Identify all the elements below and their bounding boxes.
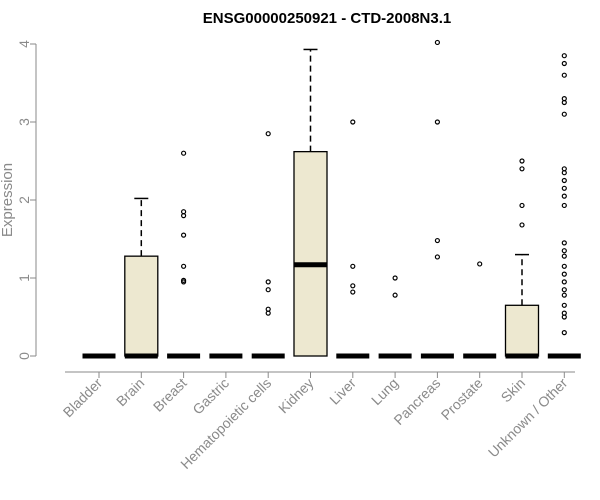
x-tick-label: Brain [113,375,147,409]
box-rect [293,150,328,357]
box-liver [336,119,370,359]
outlier-point [434,39,440,46]
box-unknown-other [547,53,581,359]
y-axis: 0 1 2 3 4 [16,40,37,360]
y-axis-label: Expression [0,163,16,237]
box-hematopoietic-cells [251,131,285,359]
outlier-point [181,150,187,156]
outlier-point [561,95,567,102]
outlier-point [350,283,356,289]
outlier-point [561,263,567,269]
y-tick-label: 1 [16,274,32,282]
y-tick-label: 4 [16,40,32,48]
x-tick-label: Bladder [60,375,106,421]
box-kidney [293,48,328,357]
outlier-point [561,302,567,308]
outlier-point [561,177,567,184]
box-rect [504,304,540,357]
outlier-point [181,277,187,283]
x-tick-label: Breast [150,375,190,415]
outlier-point [561,53,567,59]
outlier-point [561,248,567,254]
outlier-point [181,263,187,269]
box-breast [167,150,201,359]
box-lung [378,275,412,359]
boxes-group [82,39,581,359]
box-rect [124,255,159,357]
outlier-point [350,289,356,295]
x-tick-label: Kidney [275,375,317,417]
box-prostate [463,261,497,359]
outlier-point [477,261,483,267]
outlier-point [265,306,271,312]
outlier-point [561,292,567,298]
outlier-point [561,310,567,316]
y-tick-label: 0 [16,352,32,360]
x-tick-label: Lung [368,375,401,408]
outlier-point [434,254,440,260]
chart-title: ENSG00000250921 - CTD-2008N3.1 [203,10,451,27]
outlier-point [181,232,187,238]
x-tick-label: Skin [498,375,529,406]
x-tick-label: Unknown / Other [485,375,571,461]
outlier-point [561,253,567,259]
outlier-point [265,279,271,285]
outlier-point [350,119,356,125]
outlier-point [561,185,567,191]
y-tick-label: 3 [16,118,32,126]
outlier-point [519,158,525,164]
outlier-point [561,240,567,246]
outlier-point [561,287,567,293]
outlier-point [265,287,271,293]
box-skin [504,158,540,359]
outlier-point [561,111,567,117]
outlier-point [519,166,525,172]
outlier-point [392,275,398,281]
outlier-point [561,193,567,199]
box-pancreas [420,39,454,359]
outlier-point [561,330,567,336]
outlier-point [519,202,525,209]
outlier-point [392,292,398,298]
outlier-point [561,279,567,285]
outlier-point [561,72,567,78]
outlier-point [350,263,356,269]
box-brain [124,197,159,359]
outlier-point [561,166,567,172]
outlier-point [181,209,187,215]
x-tick-label: Liver [326,375,359,408]
x-tick-label: Pancreas [390,375,443,428]
outlier-point [561,271,567,277]
outlier-point [434,237,440,244]
outlier-point [519,222,525,228]
outlier-point [265,131,271,137]
y-tick-label: 2 [16,196,32,204]
outlier-point [561,202,567,209]
outlier-point [434,119,440,125]
x-tick-label: Prostate [438,375,486,423]
outlier-point [561,60,567,67]
